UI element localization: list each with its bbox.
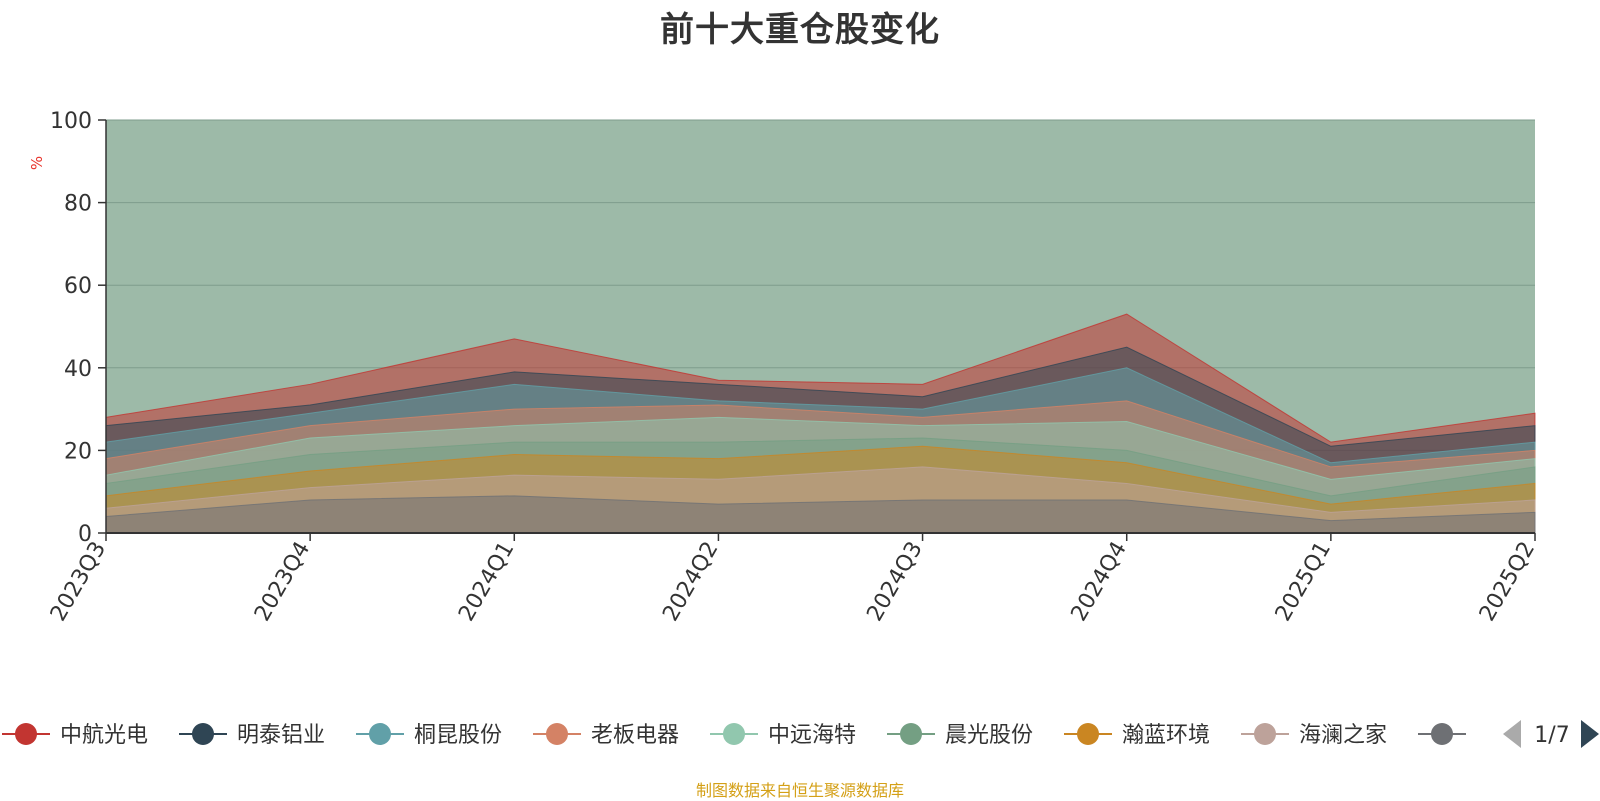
x-tick-label: 2023Q4 (250, 538, 315, 626)
legend-label: 海澜之家 (1299, 723, 1387, 748)
legend-item-6[interactable]: 晨光股份 (887, 723, 1033, 748)
legend-marker (1254, 723, 1276, 745)
x-tick-label: 2025Q2 (1475, 538, 1540, 626)
legend-page-indicator: 1/7 (1534, 723, 1569, 748)
source-footer: 制图数据来自恒生聚源数据库 (695, 781, 904, 800)
legend-label: 桐昆股份 (414, 723, 502, 748)
legend-marker (900, 723, 922, 745)
legend-marker (192, 723, 214, 745)
legend-label: 晨光股份 (945, 723, 1033, 748)
legend-label: 中远海特 (768, 723, 856, 748)
legend-next-arrow-icon[interactable] (1581, 720, 1599, 748)
legend-label: 瀚蓝环境 (1122, 723, 1210, 748)
legend-item-2[interactable]: 明泰铝业 (179, 723, 325, 748)
y-tick-label: 100 (50, 109, 92, 134)
y-tick-label: 80 (64, 192, 92, 217)
x-tick-label: 2024Q3 (862, 538, 927, 626)
legend-label: 明泰铝业 (237, 723, 325, 748)
chart-title: 前十大重仓股变化 (660, 10, 940, 50)
legend-label: 中航光电 (60, 723, 148, 748)
legend-item-8[interactable]: 海澜之家 (1241, 723, 1387, 748)
y-axis-unit-label: % (28, 156, 46, 170)
y-tick-label: 20 (64, 439, 92, 464)
legend-item-7[interactable]: 瀚蓝环境 (1064, 723, 1210, 748)
legend-marker (1431, 723, 1453, 745)
x-tick-label: 2024Q2 (658, 538, 723, 626)
legend-prev-arrow-icon[interactable] (1503, 720, 1521, 748)
legend-marker (369, 723, 391, 745)
legend-label: 老板电器 (591, 723, 679, 748)
legend-marker (723, 723, 745, 745)
legend-item-9[interactable] (1418, 723, 1466, 745)
legend-marker (546, 723, 568, 745)
x-tick-label: 2024Q4 (1067, 538, 1132, 626)
y-tick-label: 0 (78, 522, 92, 547)
y-tick-label: 60 (64, 274, 92, 299)
legend-marker (15, 723, 37, 745)
legend-item-5[interactable]: 中远海特 (710, 723, 856, 748)
x-tick-label: 2025Q1 (1271, 538, 1336, 626)
legend-item-1[interactable]: 中航光电 (2, 723, 148, 748)
y-tick-label: 40 (64, 357, 92, 382)
legend-marker (1077, 723, 1099, 745)
x-tick-label: 2024Q1 (454, 538, 519, 626)
legend-item-4[interactable]: 老板电器 (533, 723, 679, 748)
x-tick-label: 2023Q3 (46, 538, 111, 626)
legend-item-3[interactable]: 桐昆股份 (356, 723, 502, 748)
